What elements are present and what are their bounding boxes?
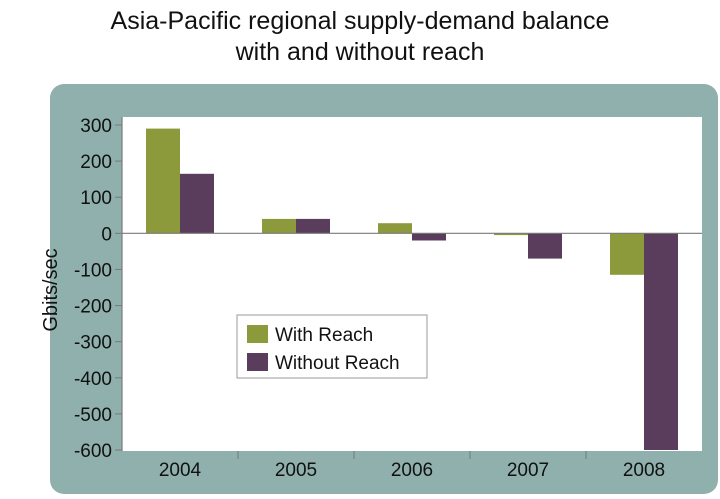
x-tick-label-2004: 2004 — [159, 460, 202, 481]
bar-with-reach-2006 — [378, 223, 412, 234]
legend-label-without-reach: Without Reach — [275, 353, 400, 374]
x-tick-label-2005: 2005 — [275, 460, 317, 481]
y-tick-label: 200 — [80, 152, 112, 173]
legend-box — [236, 314, 428, 379]
x-axis: 2004 2005 2006 2007 2008 — [122, 232, 702, 481]
y-tick-label: -100 — [74, 260, 112, 281]
y-tick-label: -600 — [74, 441, 112, 462]
bar-with-reach-2004 — [146, 128, 180, 234]
bar-with-reach-2007 — [494, 233, 528, 236]
y-axis: 300 200 100 0 -100 -200 -300 -400 -500 -600 — [74, 116, 123, 462]
bar-without-reach-2007 — [528, 233, 562, 259]
chart-title-line1: Asia-Pacific regional supply-demand bala… — [110, 7, 610, 35]
chart-title-line2: with and without reach — [235, 38, 485, 66]
y-tick-label: -500 — [74, 405, 112, 426]
y-tick-label: -300 — [74, 333, 112, 354]
bar-with-reach-2008 — [610, 233, 644, 275]
bar-without-reach-2008 — [644, 233, 678, 450]
legend-swatch-without-reach — [247, 353, 268, 371]
y-tick-label: -400 — [74, 369, 112, 390]
y-tick-label: 300 — [80, 116, 112, 137]
bars-group — [146, 128, 678, 450]
bar-without-reach-2006 — [412, 233, 446, 241]
x-tick-label-2008: 2008 — [623, 460, 665, 481]
y-tick-label: 0 — [101, 224, 112, 245]
x-tick-label-2006: 2006 — [391, 460, 433, 481]
legend-swatch-with-reach — [247, 325, 268, 343]
chart-title: Asia-Pacific regional supply-demand bala… — [0, 6, 720, 68]
legend-label-with-reach: With Reach — [275, 325, 373, 346]
y-tick-label: 100 — [80, 188, 112, 209]
legend: With Reach Without Reach — [236, 314, 428, 379]
bar-without-reach-2004 — [180, 173, 214, 234]
x-tick-label-2007: 2007 — [507, 460, 549, 481]
bar-with-reach-2005 — [262, 218, 296, 234]
y-tick-label: -200 — [74, 297, 112, 318]
plot-area — [122, 117, 702, 451]
bar-without-reach-2005 — [296, 218, 330, 234]
